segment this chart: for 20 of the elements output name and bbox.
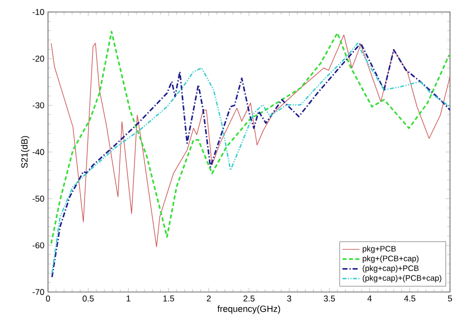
x-tick-label: 0 — [46, 296, 50, 302]
x-tick-label: 0.5 — [82, 296, 94, 302]
x-tick-label: 2.5 — [244, 296, 255, 302]
x-tick-label: 4 — [367, 296, 372, 302]
y-tick-label: -50 — [32, 196, 44, 202]
x-tick-label: 3 — [287, 296, 292, 302]
x-tick-label: 1 — [126, 296, 130, 302]
x-tick-label: 4.5 — [404, 296, 416, 302]
y-axis-title: S21(dB) — [21, 136, 30, 168]
y-tick-label: -60 — [32, 242, 44, 248]
x-tick-label: 1.5 — [163, 296, 174, 302]
x-tick-label: 3.5 — [324, 296, 335, 302]
y-tick-label: -30 — [32, 102, 44, 108]
x-tick-label: 2 — [206, 296, 211, 302]
x-axis-title: frequency(GHz) — [217, 305, 280, 314]
y-tick-label: -10 — [32, 9, 44, 15]
y-tick-label: -70 — [32, 289, 44, 295]
y-tick-label: -40 — [32, 149, 44, 155]
y-tick-label: -20 — [32, 56, 44, 62]
x-tick-label: 5 — [448, 296, 452, 302]
